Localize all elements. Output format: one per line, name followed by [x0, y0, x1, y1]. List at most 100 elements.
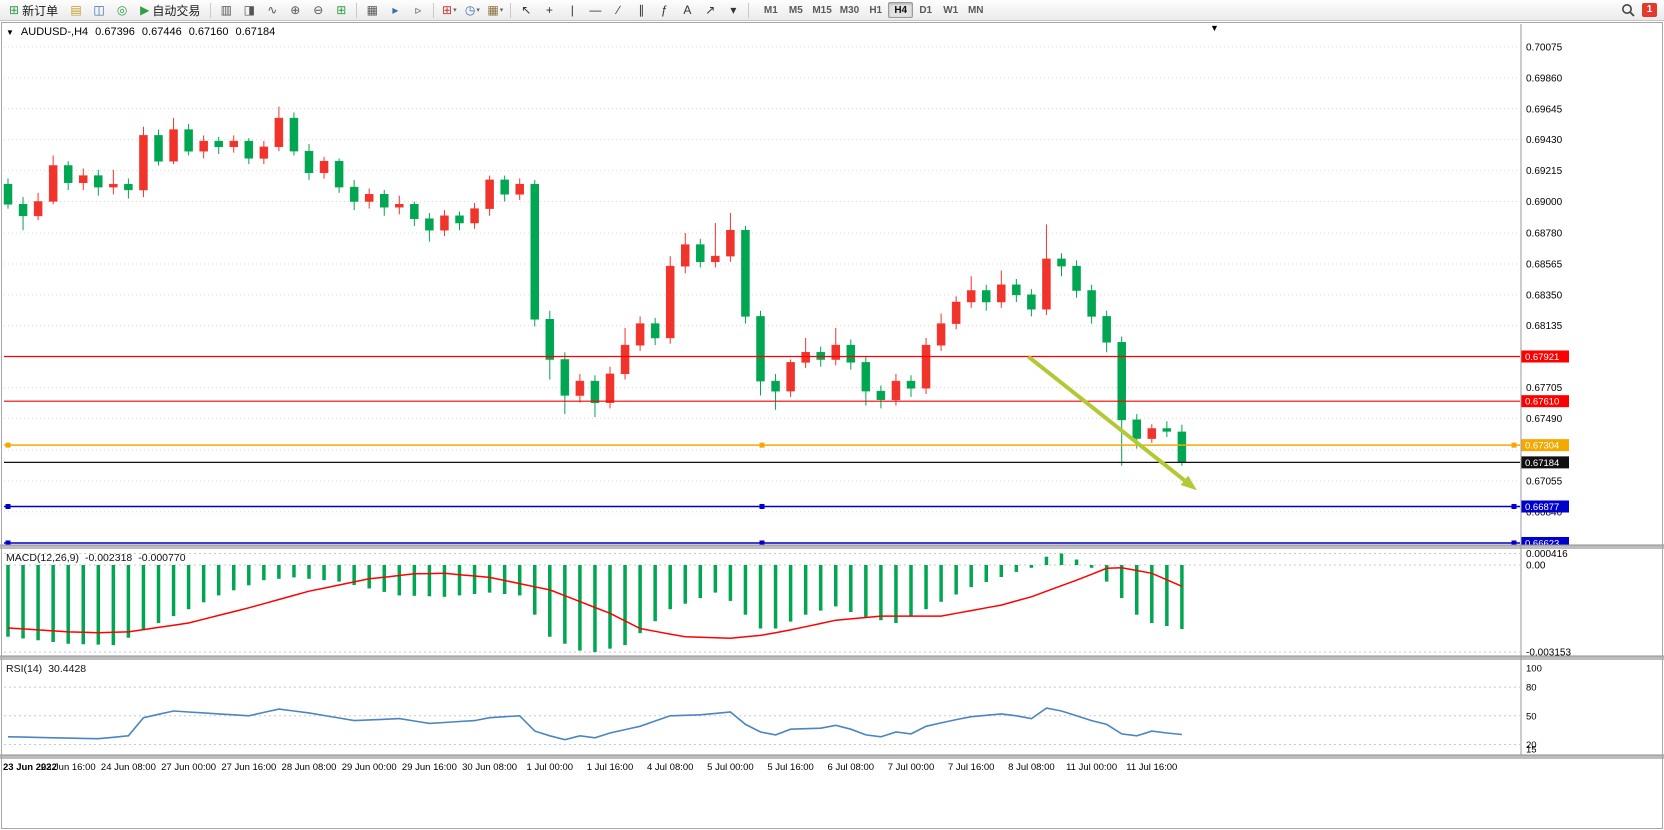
price-tag — [1521, 456, 1569, 469]
timeframe-d1-button[interactable]: D1 — [913, 2, 938, 18]
timeframe-mn-button[interactable]: MN — [963, 2, 988, 18]
chart-background — [0, 22, 1664, 830]
zoom-out-icon[interactable]: ⊖ — [307, 2, 329, 19]
trend-arrow-head — [1180, 475, 1197, 491]
collapse-triangle-icon[interactable]: ▼ — [6, 27, 14, 37]
line-handle[interactable] — [5, 442, 11, 448]
candle — [1072, 260, 1081, 298]
chart-canvas[interactable]: 0.70075 0.69860 0.69645 0.69430 0.69215 0.690… — [0, 22, 1664, 830]
time-axis-label: 29 Jun 00:00 — [342, 762, 397, 773]
timeframe-m30-button[interactable]: M30 — [836, 2, 863, 18]
line-handle[interactable] — [5, 540, 11, 546]
symbol-period-label: AUDUSD-,H4 — [20, 26, 89, 38]
candle — [440, 210, 449, 236]
price-tag-label: 0.67610 — [1525, 397, 1559, 408]
shapes-icon[interactable]: ▾ — [722, 2, 744, 19]
channel-icon[interactable]: ∥ — [630, 2, 652, 19]
candle — [109, 169, 118, 195]
timeframe-m1-button[interactable]: M1 — [758, 2, 783, 18]
line-handle[interactable] — [1511, 540, 1517, 546]
grid-icon[interactable]: ⊞ — [330, 2, 352, 19]
line-chart-icon[interactable]: ∿ — [261, 2, 283, 19]
indicators-icon[interactable]: ⊞ ▾ — [438, 2, 460, 19]
price-axis-label: 0.67490 — [1526, 414, 1563, 425]
candle — [545, 310, 555, 380]
chart-menu-arrow-icon[interactable]: ▼ — [1210, 23, 1219, 33]
search-icon[interactable] — [1621, 3, 1635, 17]
price-axis-label: 0.69430 — [1526, 135, 1563, 146]
panel-toggle-group: ▤ ◫ ◎ — [65, 2, 133, 19]
text-icon[interactable]: A — [676, 2, 698, 19]
crosshair-icon[interactable]: + — [538, 2, 560, 19]
templates-icon[interactable]: ▦ ▾ — [484, 2, 506, 19]
candle — [33, 192, 43, 221]
bar-chart-icon[interactable]: ▥ — [215, 2, 237, 19]
price-tag — [1521, 500, 1569, 513]
navigator-icon[interactable]: ◎ — [111, 2, 133, 19]
line-handle[interactable] — [759, 540, 765, 546]
vertical-line-icon[interactable]: | — [561, 2, 583, 19]
candlestick-chart-icon[interactable]: ◨ — [238, 2, 260, 19]
candle — [199, 135, 208, 159]
macd-indicator-label: MACD(12,26,9) -0.002318 -0.000770 — [6, 552, 186, 564]
notification-badge[interactable]: 1 — [1642, 3, 1657, 17]
candle — [18, 197, 28, 231]
candle — [304, 144, 314, 180]
candlesticks — [3, 106, 1187, 466]
candle — [982, 284, 991, 311]
rsi-axis-label: 15 — [1526, 745, 1537, 756]
horizontal-line-icon[interactable]: — — [584, 2, 606, 19]
timeframe-w1-button[interactable]: W1 — [938, 2, 963, 18]
time-axis-label: 23 Jun 2022 — [3, 762, 57, 773]
auto-trading-button[interactable]: ▶ 自动交易 — [134, 2, 206, 19]
timeframe-h1-button[interactable]: H1 — [863, 2, 888, 18]
time-axis-label: 1 Jul 00:00 — [527, 762, 573, 773]
candle — [1087, 284, 1096, 324]
line-handle[interactable] — [1511, 503, 1517, 509]
fibonacci-icon[interactable]: ƒ — [653, 2, 675, 19]
chart-window: 0.70075 0.69860 0.69645 0.69430 0.69215 0.690… — [0, 22, 1664, 830]
ohlc-high: 0.67446 — [141, 26, 182, 38]
chart-title: ▼ AUDUSD-,H4 0.67396 0.67446 0.67160 0.6… — [6, 26, 275, 38]
arrows-icon[interactable]: ↗ — [699, 2, 721, 19]
panel-splitter[interactable] — [0, 656, 1664, 660]
timeframe-m15-button[interactable]: M15 — [808, 2, 835, 18]
macd-main-value: -0.002318 — [84, 552, 133, 564]
candle — [696, 238, 705, 268]
price-axis-label: 0.70075 — [1526, 43, 1563, 54]
trend-arrow[interactable] — [1027, 355, 1186, 482]
candle — [79, 168, 88, 190]
new-order-button[interactable]: ⊞ 新订单 — [3, 2, 64, 19]
time-axis-label: 5 Jul 00:00 — [707, 762, 753, 773]
panel-splitter[interactable] — [0, 755, 1664, 759]
price-axis-label: 0.68135 — [1526, 321, 1563, 332]
candle — [364, 188, 374, 209]
candle — [455, 211, 464, 231]
line-handle[interactable] — [1511, 442, 1517, 448]
market-watch-icon[interactable]: ▤ — [65, 2, 87, 19]
line-handle[interactable] — [759, 503, 765, 509]
rsi-axis-label: 80 — [1526, 683, 1537, 694]
cursor-icon[interactable]: ↖ — [515, 2, 537, 19]
periods-icon[interactable]: ◷ ▾ — [461, 2, 483, 19]
timeframe-m5-button[interactable]: M5 — [783, 2, 808, 18]
candle — [470, 202, 479, 229]
rsi-indicator-label: RSI(14) 30.4428 — [6, 663, 86, 675]
price-axis-label: 0.67055 — [1526, 476, 1563, 487]
trendline-icon[interactable]: ∕ — [607, 2, 629, 19]
data-window-icon[interactable]: ◫ — [88, 2, 110, 19]
auto-scroll-icon[interactable]: ▸ — [384, 2, 406, 19]
candle — [951, 296, 961, 330]
panel-splitter[interactable] — [0, 545, 1664, 549]
candle — [590, 375, 600, 417]
tile-windows-icon[interactable]: ▦ — [361, 2, 383, 19]
window-tools-group: ▦ ▸ ▹ — [361, 2, 429, 19]
line-handle[interactable] — [759, 442, 765, 448]
zoom-in-icon[interactable]: ⊕ — [284, 2, 306, 19]
candle — [485, 175, 494, 216]
timeframe-h4-button[interactable]: H4 — [888, 2, 914, 18]
line-handle[interactable] — [5, 503, 11, 509]
candle — [560, 352, 570, 415]
candle — [63, 161, 73, 190]
chart-shift-icon[interactable]: ▹ — [407, 2, 429, 19]
